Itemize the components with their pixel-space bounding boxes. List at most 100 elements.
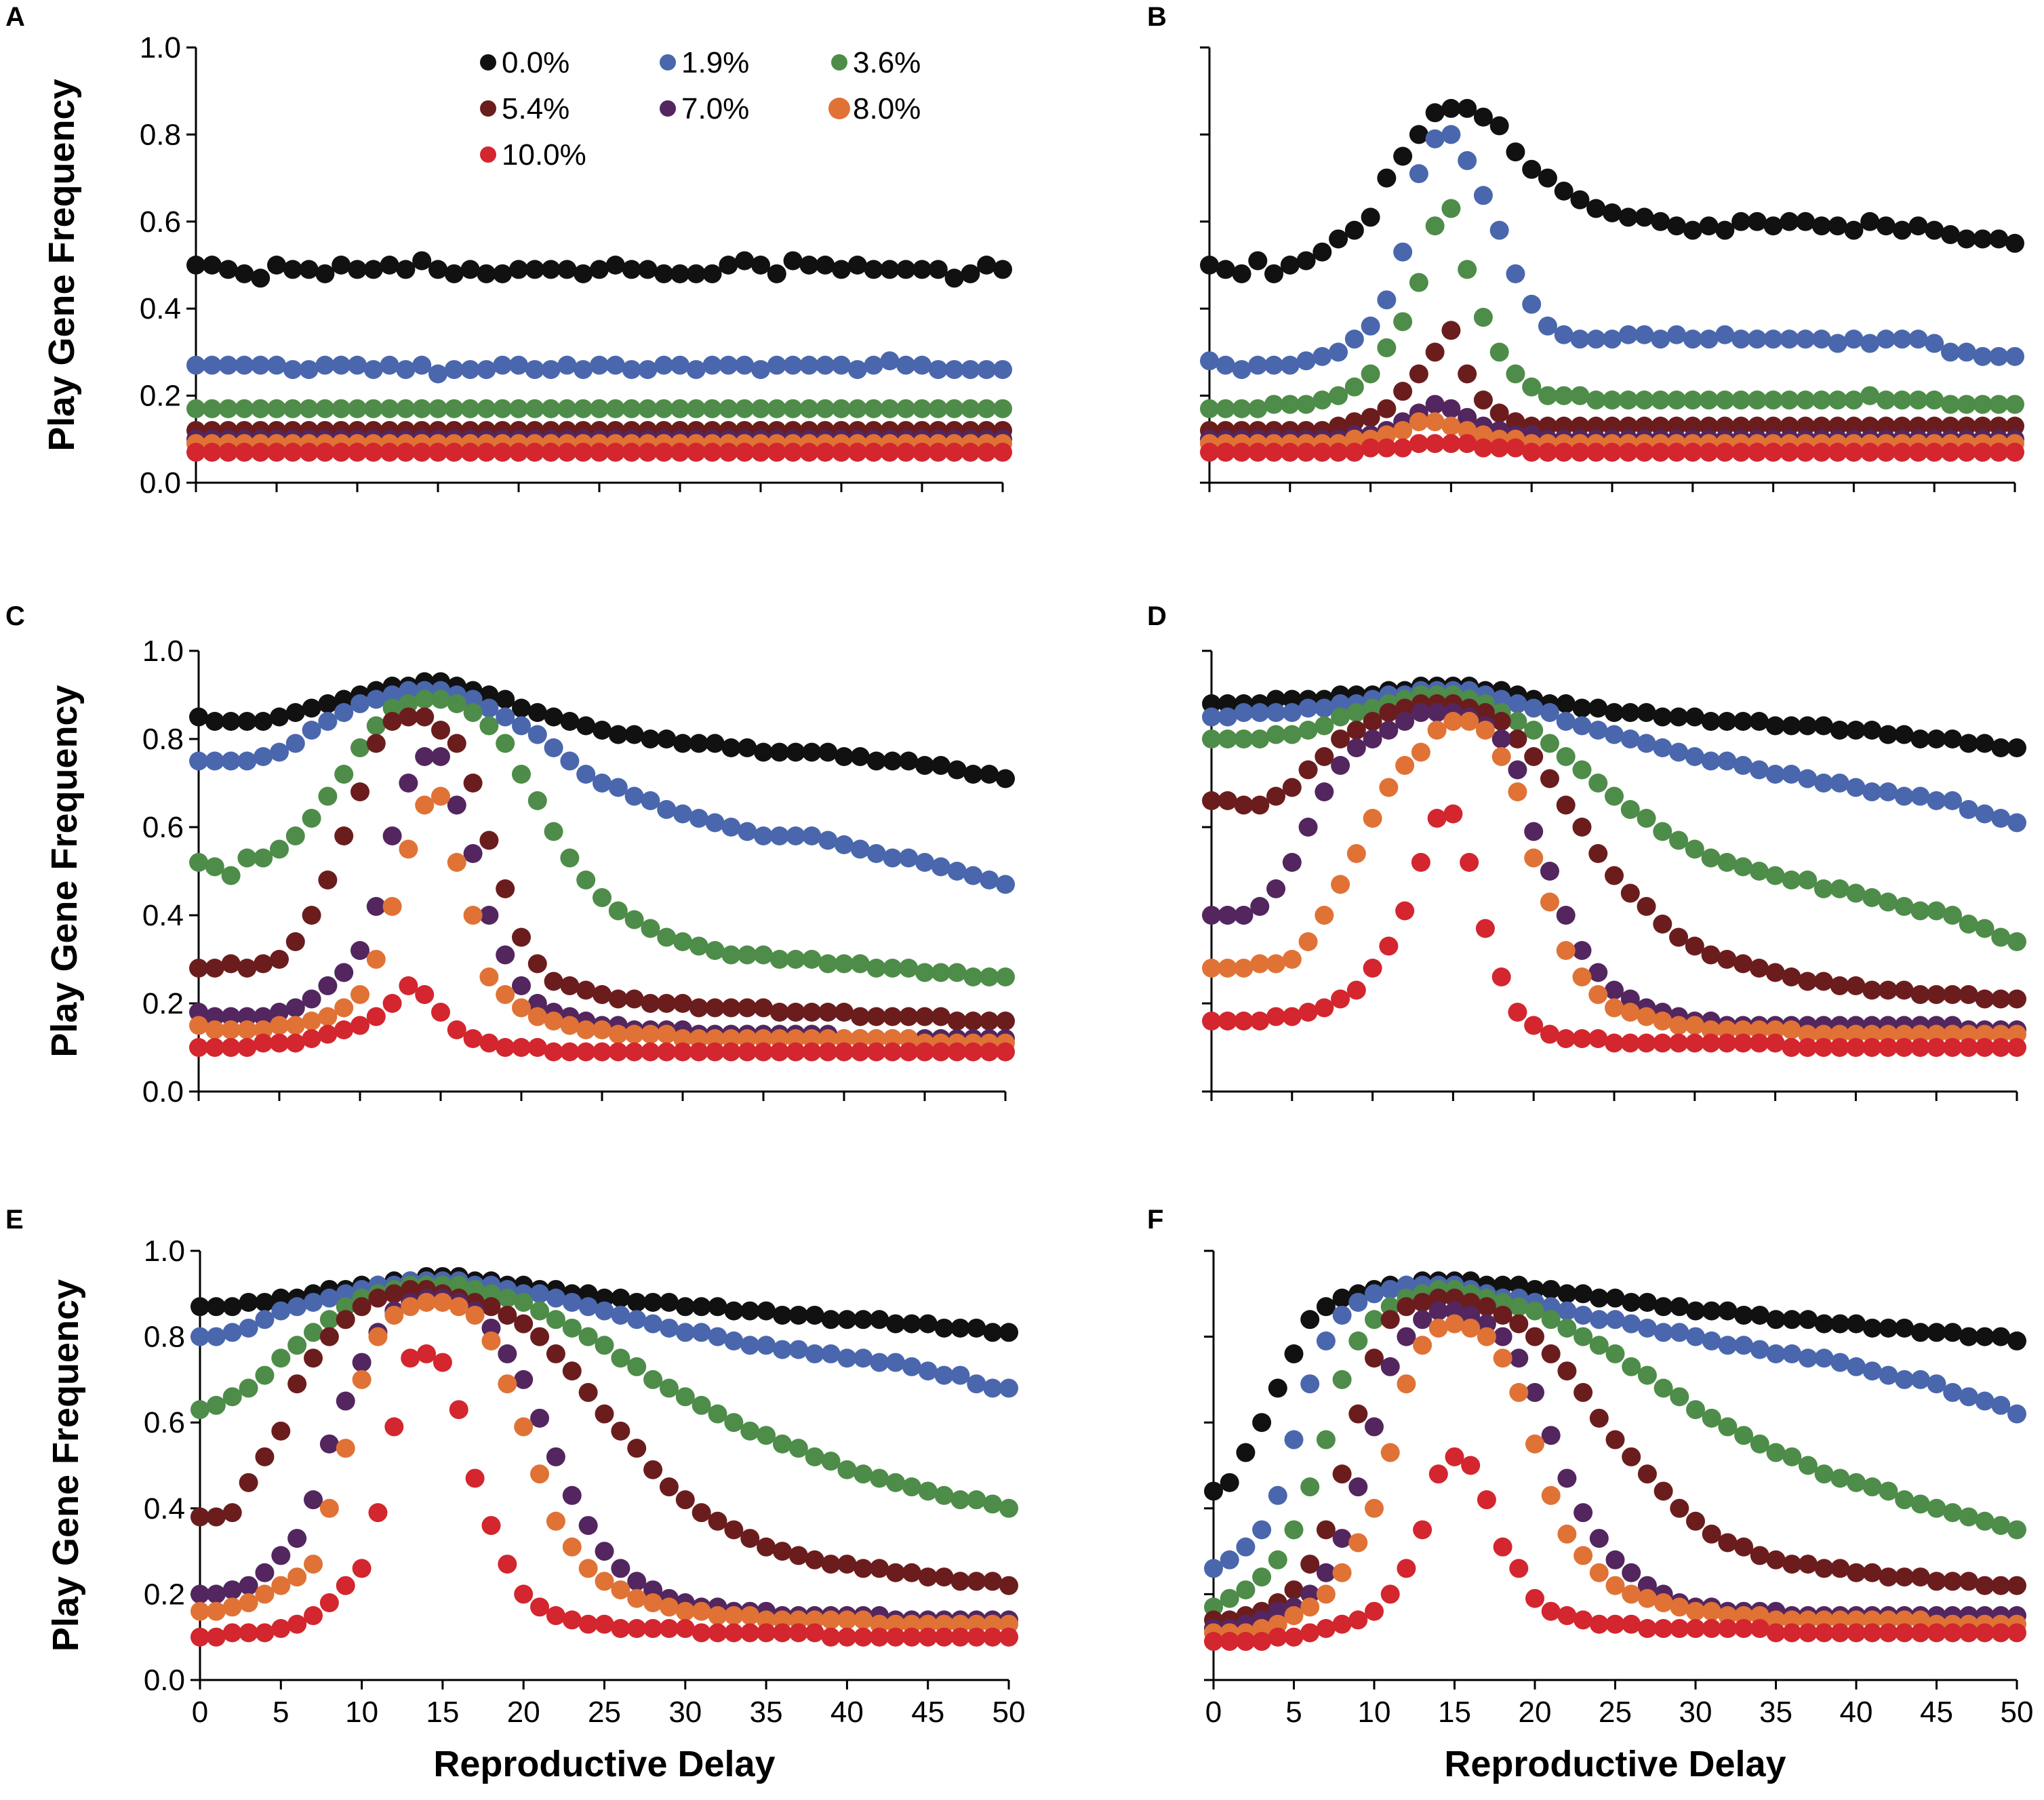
x-tick-label: 45 — [911, 1696, 944, 1729]
data-point — [805, 1550, 824, 1569]
data-point — [769, 1042, 789, 1062]
data-point — [1540, 734, 1559, 753]
data-point — [1715, 391, 1735, 410]
data-point — [1860, 334, 1880, 353]
data-point — [928, 443, 948, 462]
data-point — [1782, 1623, 1802, 1643]
data-point — [479, 698, 499, 718]
data-point — [692, 1395, 711, 1415]
data-point — [1232, 264, 1251, 283]
data-point — [1685, 707, 1704, 727]
data-point — [530, 1464, 550, 1484]
legend-label: 8.0% — [853, 92, 921, 125]
data-point — [885, 1353, 905, 1372]
data-point — [1828, 334, 1847, 353]
data-point — [237, 959, 257, 978]
data-point — [837, 1555, 857, 1574]
data-point — [270, 950, 289, 969]
data-point — [1637, 1033, 1656, 1053]
data-point — [1605, 866, 1624, 885]
data-point — [1296, 443, 1316, 462]
data-point — [961, 360, 980, 380]
data-point — [1620, 1003, 1640, 1022]
data-point — [412, 399, 432, 418]
data-point — [786, 742, 805, 762]
data-point — [1428, 1301, 1448, 1321]
data-point — [885, 1314, 905, 1334]
data-point — [578, 1559, 598, 1578]
data-point — [1524, 848, 1544, 868]
data-point — [1828, 391, 1847, 410]
data-point — [514, 1584, 534, 1604]
x-tick-label: 25 — [588, 1696, 621, 1729]
data-point — [1331, 729, 1350, 748]
data-point — [332, 399, 351, 418]
data-point — [1493, 1327, 1512, 1346]
data-point — [1782, 1310, 1802, 1329]
data-point — [1361, 364, 1380, 384]
y-axis-title: Play Gene Frequency — [41, 79, 82, 451]
data-point — [1620, 989, 1640, 1009]
data-point — [918, 1627, 938, 1647]
data-point — [2007, 1623, 2026, 1643]
data-point — [332, 355, 351, 375]
data-point — [1943, 1623, 1963, 1643]
data-point — [866, 844, 886, 863]
data-point — [318, 1007, 338, 1026]
data-point — [1315, 906, 1334, 925]
data-point — [818, 1029, 838, 1048]
data-point — [431, 721, 450, 740]
data-point — [1458, 98, 1477, 118]
data-point — [1766, 1443, 1786, 1462]
data-point — [850, 747, 870, 766]
data-point — [593, 888, 612, 907]
data-point — [670, 399, 689, 418]
data-point — [2007, 989, 2026, 1009]
data-point — [477, 399, 496, 418]
data-point — [319, 1498, 339, 1518]
data-point — [961, 443, 980, 462]
x-tick-label: 25 — [1599, 1696, 1632, 1729]
data-point — [202, 399, 222, 418]
data-point — [918, 1481, 938, 1501]
data-point — [1862, 1477, 1882, 1497]
data-point — [447, 734, 466, 753]
data-point — [1365, 1417, 1384, 1437]
data-point — [1473, 107, 1493, 127]
data-point — [799, 399, 819, 418]
data-point — [1798, 871, 1818, 889]
data-point — [546, 1288, 565, 1308]
data-point — [285, 932, 305, 951]
data-point — [721, 945, 741, 965]
data-point — [1991, 1038, 2011, 1057]
data-point — [1669, 927, 1689, 947]
data-point — [189, 751, 208, 771]
data-point — [735, 251, 755, 271]
data-point — [496, 689, 515, 709]
data-point — [222, 1580, 242, 1600]
data-point — [1202, 1012, 1221, 1031]
x-tick-label: 50 — [993, 1696, 1026, 1729]
x-axis-title: Reproductive Delay — [1444, 1744, 1786, 1784]
data-point — [934, 1627, 954, 1647]
data-point — [318, 976, 338, 995]
data-point — [1397, 1297, 1416, 1317]
data-point — [590, 260, 609, 279]
data-point — [1506, 412, 1525, 432]
data-point — [1765, 963, 1785, 982]
data-point — [463, 1029, 483, 1048]
data-point — [1395, 901, 1415, 921]
data-point — [363, 399, 383, 418]
data-point — [1557, 1524, 1577, 1544]
data-point — [1683, 220, 1702, 240]
data-point — [1798, 1038, 1818, 1057]
data-point — [1620, 1033, 1640, 1053]
data-point — [1814, 1623, 1834, 1643]
data-point — [1862, 888, 1882, 907]
data-point — [1409, 273, 1428, 292]
data-point — [1393, 438, 1413, 458]
data-point — [578, 1297, 598, 1317]
data-point — [1236, 1537, 1256, 1557]
data-point — [493, 264, 513, 283]
